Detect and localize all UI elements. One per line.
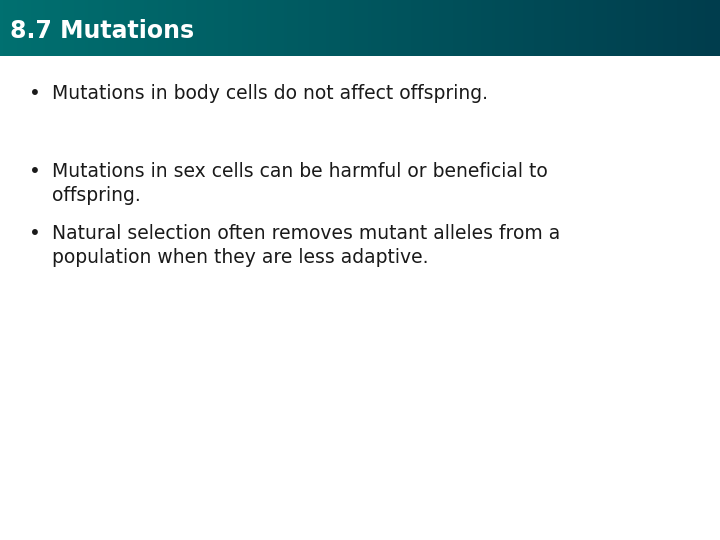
Text: •: • [29,84,40,103]
Text: Mutations in sex cells can be harmful or beneficial to
offspring.: Mutations in sex cells can be harmful or… [52,162,548,205]
Text: Mutations in body cells do not affect offspring.: Mutations in body cells do not affect of… [52,84,488,103]
Text: •: • [29,162,40,181]
Text: •: • [29,224,40,243]
Text: 8.7 Mutations: 8.7 Mutations [10,18,194,43]
Text: Natural selection often removes mutant alleles from a
population when they are l: Natural selection often removes mutant a… [52,224,560,267]
